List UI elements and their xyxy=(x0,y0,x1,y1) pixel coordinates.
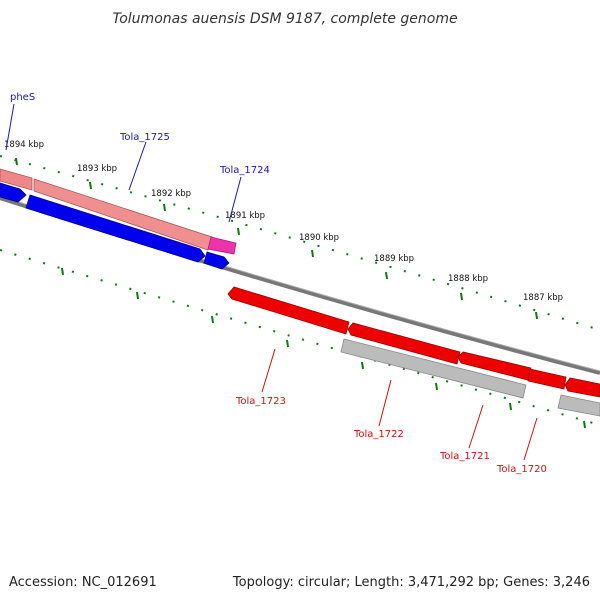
map-title: Tolumonas auensis DSM 9187, complete gen… xyxy=(112,11,457,27)
gene-tola-1725 xyxy=(33,178,213,251)
kbp-label: 1891 kbp xyxy=(225,211,265,221)
kbp-label: 1890 kbp xyxy=(299,233,339,243)
misc-feature-tola-1724 xyxy=(207,236,237,255)
cds-tola-1724 xyxy=(203,251,230,270)
major-tick xyxy=(361,361,364,370)
major-tick xyxy=(136,291,139,300)
label-leader-phes xyxy=(5,103,15,151)
gene-label-tola-1724: Tola_1724 xyxy=(219,165,270,176)
label-leader-tola-1721 xyxy=(468,404,484,449)
major-tick xyxy=(163,203,166,212)
major-tick xyxy=(460,292,463,301)
major-tick xyxy=(61,267,64,276)
inner-tick-ring xyxy=(0,249,600,426)
gene-phes xyxy=(0,168,33,191)
cds-tola-1725 xyxy=(25,194,206,263)
major-tick xyxy=(385,271,388,280)
major-tick xyxy=(509,402,512,411)
kbp-label: 1888 kbp xyxy=(448,274,488,284)
gene-tola-1720 xyxy=(557,394,600,417)
label-leader-tola-1722 xyxy=(378,379,392,427)
cds-phes xyxy=(0,182,27,203)
major-tick xyxy=(15,157,18,166)
kbp-label: 1887 kbp xyxy=(523,293,563,303)
inner-major-ticks xyxy=(61,267,586,429)
kbp-label: 1889 kbp xyxy=(374,254,414,264)
gene-label-tola-1722: Tola_1722 xyxy=(353,429,404,440)
outer-major-ticks xyxy=(15,157,538,320)
major-tick xyxy=(89,181,92,190)
label-leader-tola-1723 xyxy=(261,348,276,393)
major-tick xyxy=(535,311,538,320)
gene-tola-1723 xyxy=(340,338,527,399)
accession-text: Accession: NC_012691 xyxy=(9,575,157,590)
label-leader-tola-1724 xyxy=(228,176,242,223)
genome-summary-text: Topology: circular; Length: 3,471,292 bp… xyxy=(232,575,590,590)
gene-label-tola-1721: Tola_1721 xyxy=(439,451,490,462)
major-tick xyxy=(311,249,314,258)
cds-tola-1723 xyxy=(227,286,350,335)
kbp-label: 1892 kbp xyxy=(151,189,191,199)
major-tick xyxy=(435,382,438,391)
cds-tola-1720 xyxy=(564,377,600,398)
gene-label-tola-1723: Tola_1723 xyxy=(235,396,286,407)
label-leader-tola-1725 xyxy=(128,141,147,191)
kbp-label: 1894 kbp xyxy=(4,140,44,150)
major-tick xyxy=(583,420,586,429)
gene-label-phes: pheS xyxy=(10,92,35,103)
kbp-label: 1893 kbp xyxy=(77,164,117,174)
gene-label-tola-1720: Tola_1720 xyxy=(496,464,547,475)
major-tick xyxy=(237,227,240,236)
major-tick xyxy=(286,339,289,348)
label-leader-tola-1720 xyxy=(523,417,538,461)
gene-label-tola-1725: Tola_1725 xyxy=(119,132,170,143)
cds-tola-1720-segment xyxy=(527,368,567,390)
major-tick xyxy=(211,315,214,324)
